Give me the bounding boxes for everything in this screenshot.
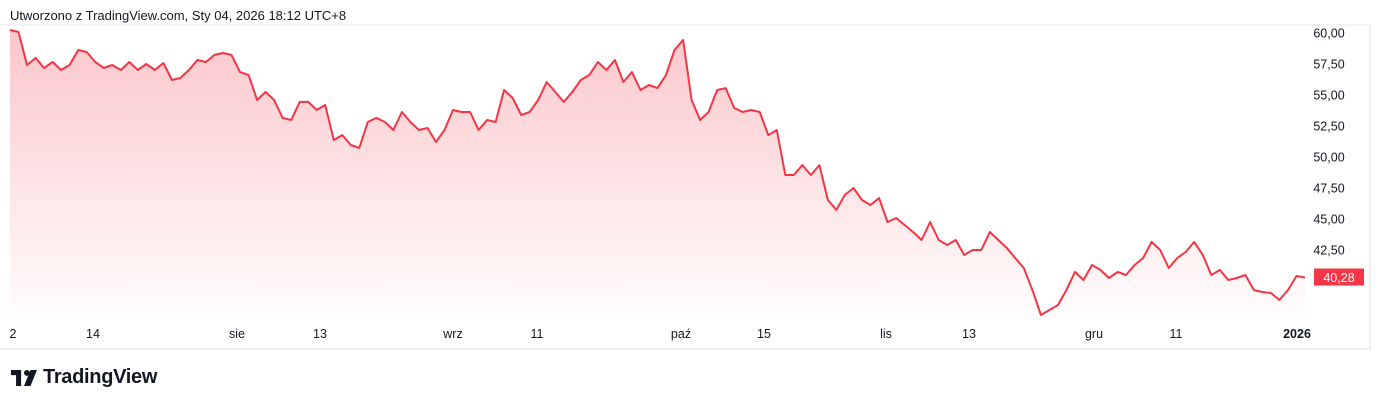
last-price-text: 40,28: [1323, 271, 1354, 285]
x-axis: 2 14 sie 13 wrz 11 paź 15 lis 13 gru 11 2026: [10, 327, 1311, 341]
y-tick-label: 55,00: [1313, 89, 1344, 103]
y-tick-label: 42,50: [1313, 244, 1344, 258]
x-tick-label: 15: [757, 327, 771, 341]
x-tick-label: gru: [1085, 327, 1103, 341]
last-price-label: 40,28: [1314, 268, 1364, 286]
x-tick-label: 14: [86, 327, 100, 341]
y-tick-label: 60,00: [1313, 27, 1344, 41]
price-line: [9, 29, 1306, 316]
x-tick-label: 2026: [1283, 327, 1311, 341]
chart-frame: [0, 24, 1371, 350]
y-tick-label: 50,00: [1313, 151, 1344, 165]
tradingview-logo-text: TradingView: [43, 366, 158, 388]
x-tick-label: 2: [10, 327, 17, 341]
x-tick-label: 13: [313, 327, 327, 341]
x-tick-label: 13: [962, 327, 976, 341]
tradingview-logo[interactable]: TradingView: [11, 366, 157, 389]
y-tick-label: 52,50: [1313, 120, 1344, 134]
chart-caption: Utworzono z TradingView.com, Sty 04, 202…: [10, 8, 347, 23]
y-axis: 60,00 57,50 55,00 52,50 50,00 47,50 45,00 42,50: [1313, 27, 1344, 258]
y-tick-label: 57,50: [1313, 58, 1344, 72]
price-area-fill: [10, 30, 1305, 318]
y-tick-label: 45,00: [1313, 213, 1344, 227]
y-tick-label: 47,50: [1313, 182, 1344, 196]
x-tick-label: lis: [880, 327, 892, 341]
tradingview-logo-icon: [11, 369, 37, 386]
x-tick-label: sie: [229, 327, 245, 341]
x-tick-label: paź: [671, 327, 691, 341]
x-tick-label: 11: [531, 327, 544, 341]
last-price-badge: [1314, 268, 1364, 286]
x-tick-label: wrz: [442, 327, 462, 341]
x-tick-label: 11: [1170, 327, 1183, 341]
